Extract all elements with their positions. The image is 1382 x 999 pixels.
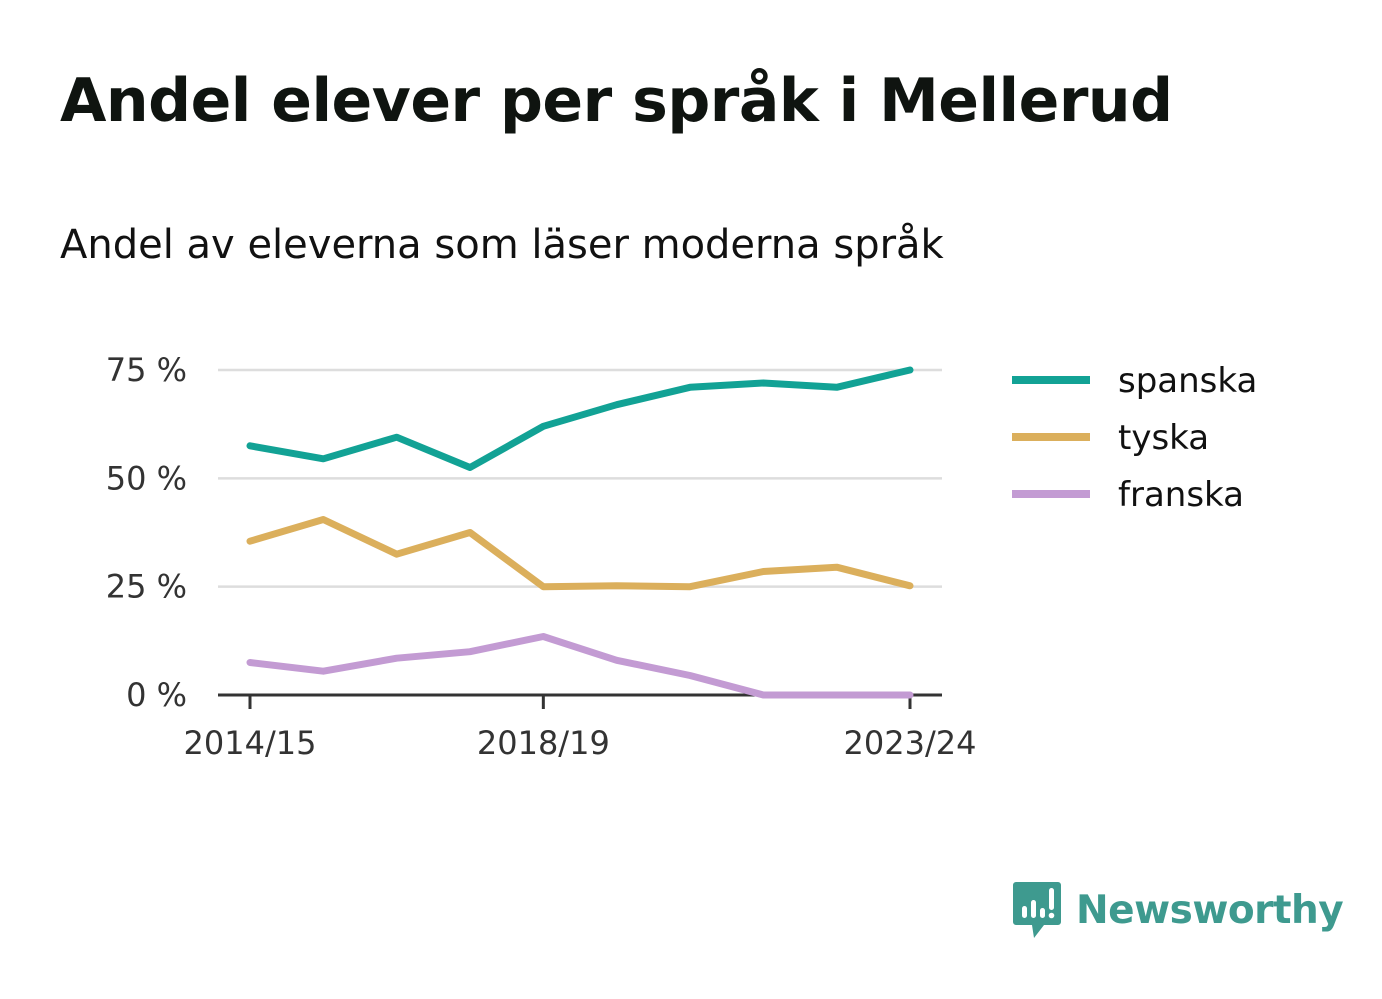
series-line-spanska [246,366,914,471]
newsworthy-logo-icon [1013,882,1061,938]
y-tick-label: 25 % [106,568,187,606]
y-tick-label: 50 % [106,459,187,497]
brand-logo: Newsworthy [1012,880,1344,940]
x-axis-ticks: 2014/15 2018/19 2023/24 [184,695,977,762]
series-lines [246,366,914,699]
legend-label-spanska: spanska [1118,361,1257,401]
series-line-franska [246,633,914,699]
y-axis-ticks: 0 % 25 % 50 % 75 % [106,351,187,714]
series-line-tyska [246,516,914,591]
chart-title: Andel elever per språk i Mellerud [60,66,1173,136]
chart-subtitle: Andel av eleverna som läser moderna språ… [60,222,944,268]
brand-name: Newsworthy [1076,887,1344,933]
legend-label-franska: franska [1118,475,1244,515]
x-tick-label: 2018/19 [477,724,610,762]
x-tick-label: 2023/24 [844,724,977,762]
legend-label-tyska: tyska [1118,418,1209,458]
x-tick-label: 2014/15 [184,724,317,762]
legend: spanska tyska franska [1012,361,1257,515]
y-tick-label: 0 % [126,676,187,714]
y-tick-label: 75 % [106,351,187,389]
